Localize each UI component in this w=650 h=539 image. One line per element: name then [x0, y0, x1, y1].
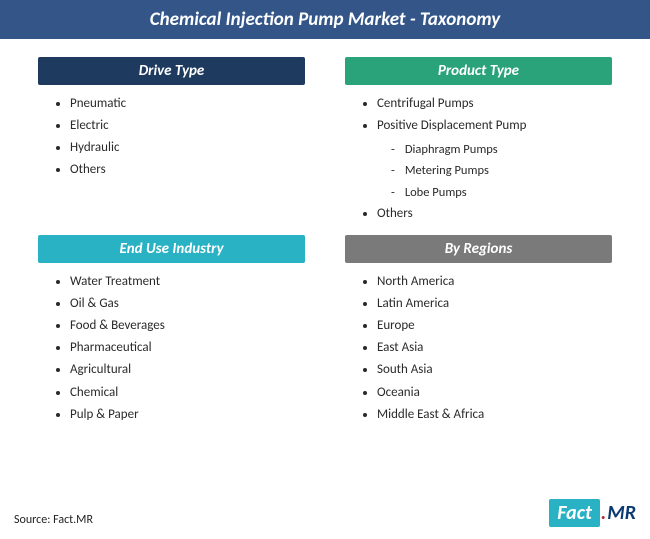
- list-item-label: Water Treatment: [70, 274, 160, 289]
- list-item: Latin America: [377, 293, 612, 315]
- list-item: Europe: [377, 315, 612, 337]
- sub-list-item: Diaphragm Pumps: [391, 139, 612, 160]
- section-list: Water Treatment Oil & Gas Food & Beverages…: [38, 271, 305, 426]
- list-item: Others: [377, 203, 612, 225]
- list-item-label: Others: [377, 206, 413, 221]
- list-item-label: Electric: [70, 118, 109, 133]
- list-item: Oil & Gas: [70, 293, 305, 315]
- list-item: East Asia: [377, 337, 612, 359]
- logo-dot: .: [601, 501, 606, 525]
- list-item-label: East Asia: [377, 340, 423, 355]
- list-item-label: Agricultural: [70, 362, 131, 377]
- list-item: Agricultural: [70, 359, 305, 381]
- list-item: Pulp & Paper: [70, 404, 305, 426]
- list-item-label: Pharmaceutical: [70, 340, 152, 355]
- sub-list-item: Metering Pumps: [391, 160, 612, 181]
- list-item: Hydraulic: [70, 137, 305, 159]
- section-header: Drive Type: [38, 57, 305, 85]
- list-item: Chemical: [70, 382, 305, 404]
- list-item-label: Chemical: [70, 385, 118, 400]
- source-label: Source: Fact.MR: [14, 513, 93, 527]
- section-header: End Use Industry: [38, 235, 305, 263]
- list-item: Centrifugal Pumps: [377, 93, 612, 115]
- list-item: Pneumatic: [70, 93, 305, 115]
- section-list: Pneumatic Electric Hydraulic Others: [38, 93, 305, 181]
- list-item: Oceania: [377, 382, 612, 404]
- sub-list-item: Lobe Pumps: [391, 182, 612, 203]
- list-item-label: South Asia: [377, 362, 433, 377]
- taxonomy-section: By Regions North America Latin America Euro…: [345, 235, 612, 426]
- section-list: Centrifugal Pumps Positive Displacement P…: [345, 93, 612, 225]
- list-item-label: Latin America: [377, 296, 449, 311]
- brand-logo: Fact . MR: [549, 499, 636, 527]
- list-item-label: Centrifugal Pumps: [377, 96, 474, 111]
- list-item-label: Food & Beverages: [70, 318, 165, 333]
- list-item-label: Others: [70, 162, 106, 177]
- logo-part-fact: Fact: [549, 499, 600, 527]
- list-item-label: Positive Displacement Pump: [377, 118, 526, 133]
- list-item: South Asia: [377, 359, 612, 381]
- taxonomy-section: Product Type Centrifugal Pumps Positive Di…: [345, 57, 612, 225]
- taxonomy-section: End Use Industry Water Treatment Oil & Gas…: [38, 235, 305, 426]
- list-item: Positive Displacement Pump Diaphragm Pump…: [377, 115, 612, 203]
- list-item-label: Oil & Gas: [70, 296, 119, 311]
- list-item: Water Treatment: [70, 271, 305, 293]
- list-item-label: North America: [377, 274, 454, 289]
- list-item: Pharmaceutical: [70, 337, 305, 359]
- logo-part-mr: MR: [607, 501, 636, 525]
- list-item-label: Pneumatic: [70, 96, 126, 111]
- section-header: By Regions: [345, 235, 612, 263]
- list-item-label: Oceania: [377, 385, 420, 400]
- taxonomy-grid: Drive Type Pneumatic Electric Hydraulic Othe…: [0, 39, 650, 426]
- section-header: Product Type: [345, 57, 612, 85]
- section-list: North America Latin America Europe East Asi…: [345, 271, 612, 426]
- list-item-label: Pulp & Paper: [70, 407, 139, 422]
- list-item-label: Europe: [377, 318, 415, 333]
- list-item: Electric: [70, 115, 305, 137]
- page-title: Chemical Injection Pump Market - Taxonom…: [0, 0, 650, 39]
- footer: Source: Fact.MR Fact . MR: [14, 499, 636, 527]
- list-item-label: Middle East & Africa: [377, 407, 484, 422]
- list-item: North America: [377, 271, 612, 293]
- taxonomy-section: Drive Type Pneumatic Electric Hydraulic Othe…: [38, 57, 305, 225]
- sub-list: Diaphragm PumpsMetering PumpsLobe Pumps: [377, 139, 612, 203]
- list-item-label: Hydraulic: [70, 140, 119, 155]
- list-item: Others: [70, 159, 305, 181]
- list-item: Middle East & Africa: [377, 404, 612, 426]
- list-item: Food & Beverages: [70, 315, 305, 337]
